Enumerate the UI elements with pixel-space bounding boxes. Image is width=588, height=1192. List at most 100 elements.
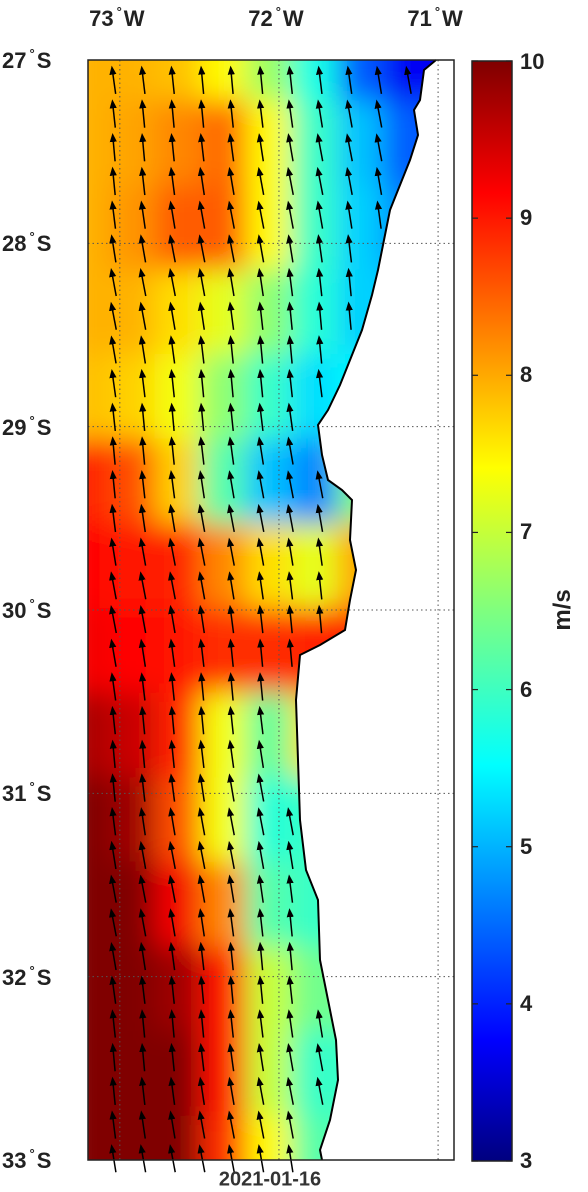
wind-vector xyxy=(198,133,206,162)
wind-vector xyxy=(257,65,265,95)
wind-vector xyxy=(168,975,176,1004)
wind-vector xyxy=(109,705,117,735)
wind-vector xyxy=(227,773,235,802)
wind-vector xyxy=(138,807,146,836)
wind-vector xyxy=(139,436,147,465)
colorbar-units: m/s xyxy=(549,589,576,631)
wind-vector xyxy=(227,99,235,128)
wind-vector xyxy=(256,739,265,768)
wind-vector xyxy=(345,65,353,94)
wind-vector xyxy=(315,99,324,128)
wind-vector xyxy=(315,1076,324,1105)
wind-vector xyxy=(109,132,117,162)
wind-vector xyxy=(345,267,353,297)
wind-vector xyxy=(286,335,294,364)
wind-vector xyxy=(109,200,117,229)
wind-vector xyxy=(227,368,235,398)
wind-vector xyxy=(227,672,235,701)
latitude-label: 32 °S xyxy=(2,962,52,990)
wind-vector xyxy=(109,335,117,364)
wind-vector xyxy=(345,99,353,128)
wind-vector xyxy=(227,571,235,600)
wind-vector xyxy=(139,672,147,701)
wind-vector xyxy=(109,1110,117,1139)
wind-vector xyxy=(286,975,294,1004)
wind-vector xyxy=(138,503,146,533)
latitude-label: 29 °S xyxy=(2,412,52,440)
wind-vector xyxy=(197,234,206,263)
wind-vector xyxy=(227,1110,235,1139)
colorbar-tick-label: 3 xyxy=(520,1148,533,1173)
wind-vector xyxy=(257,402,265,432)
wind-vector xyxy=(138,1110,146,1139)
wind-vector xyxy=(227,402,235,432)
wind-vector xyxy=(168,739,176,769)
wind-vector xyxy=(227,1042,235,1072)
wind-vector xyxy=(168,99,176,128)
colorbar-tick-label: 8 xyxy=(520,362,533,388)
wind-vector xyxy=(139,1009,147,1038)
wind-vector xyxy=(139,470,147,499)
wind-vector xyxy=(345,200,353,229)
colorbar-tick-label: 5 xyxy=(520,833,533,859)
wind-vector xyxy=(198,1009,206,1038)
colorbar-tick-label: 10 xyxy=(520,49,545,74)
wind-vector xyxy=(256,503,265,533)
wind-vector xyxy=(197,470,206,499)
wind-vector xyxy=(109,604,117,634)
wind-vector xyxy=(257,705,265,735)
wind-vector xyxy=(198,335,206,364)
wind-vector xyxy=(197,840,206,870)
colorbar-tick-label: 6 xyxy=(520,676,533,702)
wind-vector xyxy=(139,773,147,802)
wind-vector xyxy=(109,301,117,330)
wind-vector xyxy=(197,1076,206,1105)
wind-vector xyxy=(198,672,206,701)
wind-vector xyxy=(109,571,117,600)
wind-vector xyxy=(168,604,176,634)
colorbar-tick-label: 7 xyxy=(520,519,533,545)
wind-vector xyxy=(345,234,353,263)
wind-vector xyxy=(197,301,206,330)
wind-vector xyxy=(315,503,324,533)
wind-vector xyxy=(286,368,294,398)
wind-vector xyxy=(139,99,147,128)
wind-vector xyxy=(109,537,117,566)
wind-vector xyxy=(227,840,235,870)
wind-vector xyxy=(168,941,176,971)
wind-vector xyxy=(227,1009,235,1038)
wind-vector xyxy=(256,436,265,465)
wind-vector xyxy=(109,807,117,836)
wind-vector xyxy=(109,941,117,971)
wind-vector xyxy=(168,1009,176,1038)
wind-vector xyxy=(257,335,265,364)
wind-vectors xyxy=(109,65,412,1173)
wind-vector xyxy=(374,200,383,229)
wind-vector xyxy=(197,200,206,229)
wind-vector xyxy=(286,874,294,903)
wind-vector xyxy=(168,1110,176,1139)
map-date: 2021-01-16 xyxy=(218,1168,322,1191)
wind-vector xyxy=(256,571,264,600)
wind-vector xyxy=(256,773,265,802)
wind-vector xyxy=(257,1009,265,1038)
wind-vector xyxy=(227,234,235,263)
colorbar-tick-label: 4 xyxy=(520,990,533,1016)
wind-vector xyxy=(315,537,324,566)
wind-vector xyxy=(109,503,117,533)
graticule xyxy=(88,59,454,1161)
wind-vector xyxy=(197,503,206,533)
wind-vector xyxy=(286,840,294,870)
wind-vector xyxy=(109,638,117,667)
wind-vector xyxy=(286,470,294,499)
wind-vector xyxy=(227,335,235,364)
wind-vector xyxy=(138,571,147,600)
wind-vector xyxy=(315,1009,324,1038)
wind-vector xyxy=(286,571,294,600)
wind-vector xyxy=(139,705,147,735)
wind-vector xyxy=(168,638,176,667)
wind-vector xyxy=(286,99,294,128)
wind-vector xyxy=(139,975,147,1004)
wind-vector xyxy=(168,132,176,162)
wind-vector xyxy=(286,402,294,431)
